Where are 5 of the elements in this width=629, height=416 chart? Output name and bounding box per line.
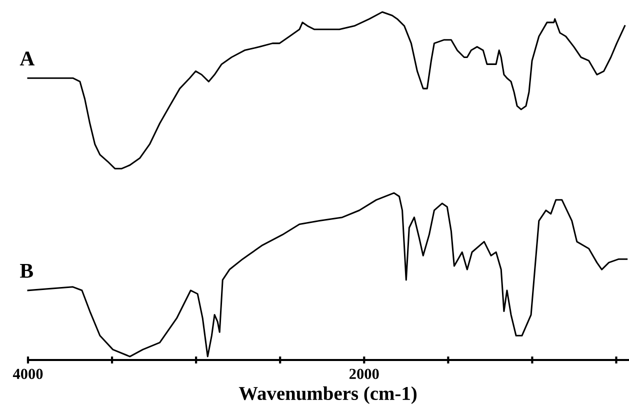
series-label: A: [20, 52, 35, 66]
series-label: B: [20, 264, 33, 278]
x-tick-label: 4000: [12, 368, 43, 380]
x-tick-label: 2000: [350, 368, 379, 380]
x-axis-title: Wavenumbers (cm-1): [238, 386, 417, 404]
